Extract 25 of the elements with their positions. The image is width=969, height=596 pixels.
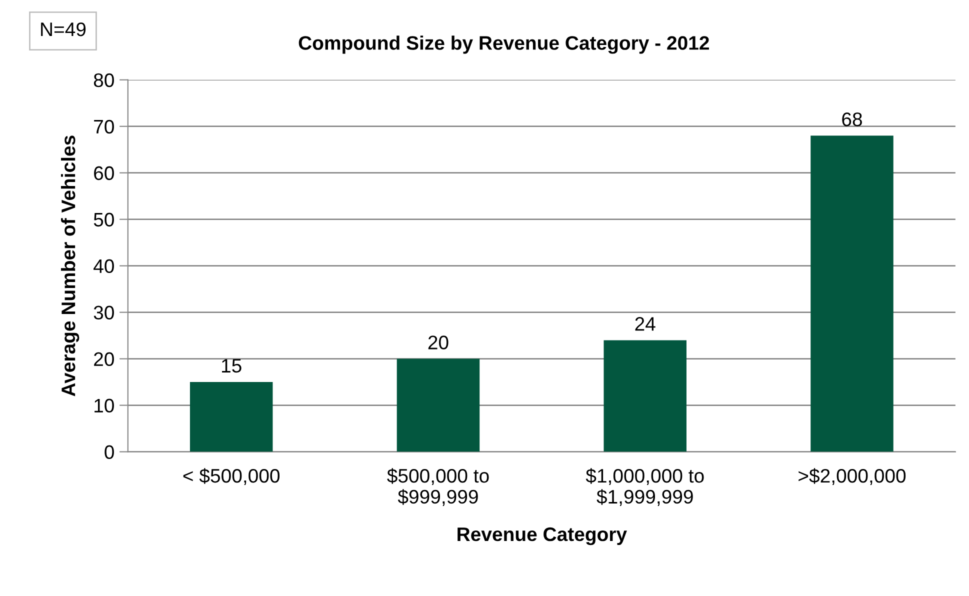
y-tick-label: 40: [94, 259, 114, 274]
y-tick-label: 80: [94, 73, 114, 88]
y-tick-label: 30: [94, 306, 114, 320]
x-tick-label: $1,000,000 to $1,999,999: [586, 468, 704, 506]
data-label: 24: [635, 317, 656, 331]
y-tick-label: 20: [94, 352, 114, 366]
data-label: 20: [428, 336, 448, 350]
y-tick-label: 10: [94, 398, 114, 413]
text: N=49: [41, 22, 86, 36]
y-tick-label: 50: [94, 212, 114, 227]
x-tick-label: < $500,000: [183, 468, 280, 486]
data-label: 15: [222, 359, 242, 373]
y-axis-title: Average Number of Vehicles: [60, 136, 80, 396]
bar: [604, 340, 686, 452]
x-tick-label: >$2,000,000: [798, 468, 906, 486]
x-axis-title: Revenue Category: [458, 527, 627, 546]
bar: [190, 382, 273, 452]
y-tick-label: 0: [104, 445, 114, 460]
y-tick-label: 70: [94, 120, 114, 134]
bar: [810, 136, 894, 452]
x-tick-label: $500,000 to $999,999: [387, 468, 489, 506]
chart-title: Compound Size by Revenue Category - 2012: [298, 36, 709, 54]
bar: [396, 358, 480, 452]
y-tick-label: 60: [94, 166, 114, 180]
data-label: 68: [842, 112, 862, 126]
